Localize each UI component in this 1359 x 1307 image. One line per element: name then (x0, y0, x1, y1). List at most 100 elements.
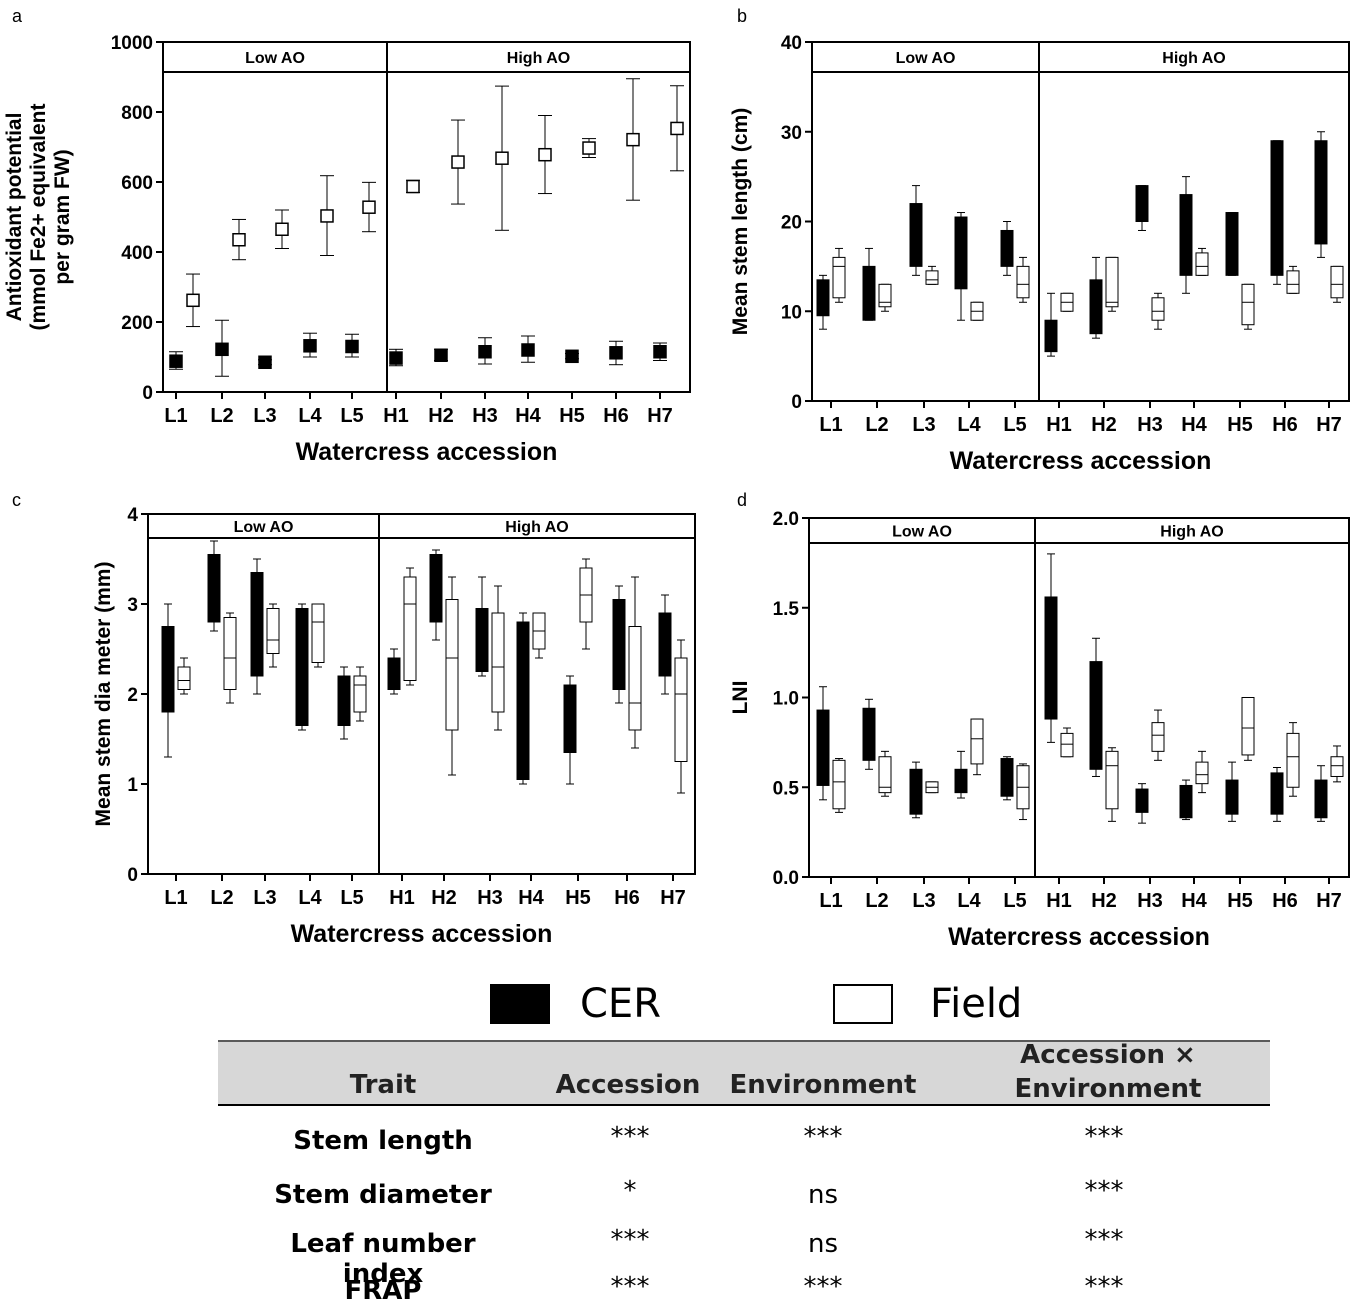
y-tick-label: 20 (781, 213, 802, 234)
row-interaction: *** (1084, 1122, 1124, 1152)
x-axis-title: Watercress accession (948, 923, 1210, 951)
row-trait: FRAP (344, 1276, 422, 1306)
x-tick-label: L1 (164, 405, 187, 427)
y-tick-label: 800 (121, 103, 153, 124)
anova-table-header (218, 1040, 1270, 1106)
row-trait: Stem length (293, 1126, 473, 1156)
x-axis-title: Watercress accession (296, 438, 558, 466)
x-tick-label: L3 (912, 414, 935, 436)
x-tick-label: L4 (298, 405, 322, 427)
panel-letter-d: d (737, 490, 748, 510)
cer-box (909, 203, 923, 267)
cer-point (169, 354, 183, 368)
y-tick-label: 2.0 (773, 509, 799, 530)
x-tick-label: L1 (164, 887, 187, 909)
x-tick-label: L5 (340, 887, 363, 909)
cer-box (1270, 140, 1284, 276)
field-point (406, 179, 420, 194)
x-tick-label: H6 (603, 405, 629, 427)
field-box (628, 626, 642, 731)
y-axis-title-line: (mmol Fe2+ equivalent (27, 104, 50, 331)
field-box (223, 617, 237, 690)
x-tick-label: L1 (819, 890, 842, 912)
x-tick-label: H5 (1227, 414, 1253, 436)
cer-box (816, 709, 830, 786)
x-tick-label: L5 (1003, 414, 1026, 436)
field-box (1330, 756, 1344, 777)
row-environment: ns (807, 1229, 839, 1259)
field-box (832, 759, 846, 810)
x-tick-label: L4 (957, 890, 981, 912)
row-environment: ns (807, 1180, 839, 1210)
x-tick-label: L5 (340, 405, 363, 427)
panel-letter-a: a (12, 6, 23, 26)
cer-point (389, 351, 403, 365)
panel-letter-c: c (12, 490, 21, 510)
chart-antioxidant-potential: Low AO High AO 0 200 400 600 800 1000 L1 L2 L3 L4 L5… (3, 33, 691, 466)
field-box (1195, 761, 1209, 785)
x-tick-label: H6 (614, 887, 640, 909)
x-tick-label: H4 (1181, 890, 1207, 912)
field-point (320, 209, 334, 223)
x-tick-label: H7 (1316, 414, 1342, 436)
y-axis-title: Mean stem length (cm) (729, 108, 752, 336)
field-box (674, 657, 688, 762)
x-tick-label: H7 (660, 887, 686, 909)
field-point (582, 141, 596, 155)
row-interaction: *** (1084, 1225, 1124, 1255)
x-tick-label: H6 (1272, 414, 1298, 436)
x-tick-label: H4 (515, 405, 541, 427)
group-label-high-ao: High AO (1162, 50, 1225, 67)
row-accession: * (623, 1176, 637, 1206)
group-label-low-ao: Low AO (896, 50, 956, 67)
group-label-low-ao: Low AO (245, 50, 305, 67)
field-box (353, 675, 367, 713)
row-accession: *** (610, 1272, 650, 1302)
cer-legend-label: CER (580, 981, 661, 1027)
y-tick-label: 600 (121, 173, 153, 194)
field-box (925, 270, 939, 285)
field-point (275, 222, 289, 236)
x-tick-label: H3 (472, 405, 498, 427)
x-tick-label: H3 (1137, 890, 1163, 912)
cer-box (1179, 194, 1193, 276)
legend: CER Field (0, 975, 1359, 1035)
x-tick-label: L2 (210, 887, 233, 909)
field-box (266, 608, 280, 654)
cer-box (1314, 140, 1328, 245)
cer-box (250, 572, 264, 677)
header-interaction-line1: Accession × (1020, 1040, 1196, 1070)
y-tick-label: 400 (121, 243, 153, 264)
plot-frame (162, 41, 691, 393)
x-tick-label: H5 (559, 405, 585, 427)
field-box (311, 603, 325, 663)
cer-box (563, 684, 577, 753)
x-tick-label: L4 (298, 887, 322, 909)
field-point (186, 293, 200, 308)
x-tick-label: H1 (1046, 890, 1072, 912)
cer-box (1135, 788, 1149, 813)
cer-point (345, 339, 359, 354)
chart-mean-stem-diameter: Low AO High AO 0 1 2 3 4 L1 L2 L3 L4 L5 H1 H2 H3 H4 H5 H6… (92, 505, 696, 948)
x-tick-label: H1 (383, 405, 409, 427)
group-label-high-ao: High AO (505, 519, 568, 536)
cer-box (161, 626, 175, 713)
x-tick-label: H6 (1272, 890, 1298, 912)
group-label-high-ao: High AO (507, 50, 570, 67)
x-tick-label: H7 (1316, 890, 1342, 912)
cer-box (207, 554, 221, 623)
header-trait: Trait (349, 1070, 417, 1100)
row-accession: *** (610, 1225, 650, 1255)
row-trait: Stem diameter (274, 1180, 492, 1210)
cer-point (303, 339, 317, 353)
x-tick-label: H5 (1227, 890, 1253, 912)
cer-box (337, 675, 351, 726)
y-tick-label: 0 (791, 392, 802, 413)
plot-frame (808, 517, 1350, 878)
field-box (1105, 750, 1119, 810)
cer-point (478, 345, 492, 359)
x-axis-title: Watercress accession (950, 447, 1212, 475)
field-box (177, 666, 191, 690)
y-tick-label: 0.5 (773, 778, 800, 799)
y-tick-label: 200 (121, 313, 153, 334)
